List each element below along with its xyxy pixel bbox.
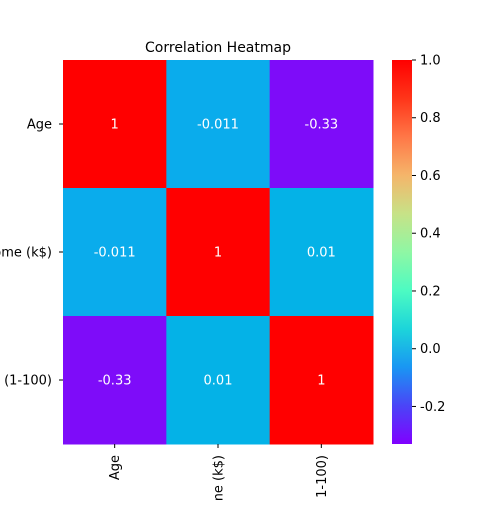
colorbar-tick-label: 0.0 [420,342,441,357]
heatmap-cell [269,316,374,445]
heatmap-cell [166,316,271,445]
heatmap-cells [63,60,374,445]
heatmap-cell [63,316,167,445]
colorbar: -0.2 0.0 0.2 0.4 0.6 0.8 1.0 [392,54,445,444]
heatmap-cell [63,60,167,189]
cell-annotation: -0.011 [197,118,239,133]
cell-annotation: 1 [111,118,119,133]
heatmap-cell [269,60,374,189]
cell-annotation: -0.33 [305,118,339,133]
x-tick-label: me (k$) [212,455,227,500]
cell-annotation: 0.01 [204,374,233,389]
cell-annotation: 1 [214,246,222,261]
chart-title: Correlation Heatmap [145,40,291,56]
heatmap-cell [269,188,374,317]
cell-annotations: 1 -0.011 -0.33 -0.011 1 0.01 -0.33 0.01 1 [94,118,338,389]
y-tick-label: Age [27,118,52,133]
colorbar-tick-label: 1.0 [420,54,441,69]
cell-annotation: -0.011 [94,246,136,261]
heatmap-cell [166,188,271,317]
colorbar-tick-label: 0.6 [420,169,441,184]
x-axis: Age me (k$) 1-100) [108,444,330,505]
colorbar-gradient [392,60,412,444]
colorbar-tick-label: 0.2 [420,284,441,299]
x-tick-label: Age [108,455,123,480]
heatmap-cell [166,60,271,189]
y-tick-label: (1-100) [4,374,52,389]
y-tick-label: ome (k$) [0,246,52,261]
colorbar-tick-label: 0.4 [420,227,441,242]
colorbar-tick-label: 0.8 [420,111,441,126]
cell-annotation: 0.01 [307,246,336,261]
cell-annotation: 1 [317,374,325,389]
y-axis: Age ome (k$) (1-100) [0,118,63,389]
colorbar-tick-label: -0.2 [420,400,445,415]
heatmap-cell [63,188,167,317]
cell-annotation: -0.33 [98,374,132,389]
x-tick-label: 1-100) [315,455,330,498]
